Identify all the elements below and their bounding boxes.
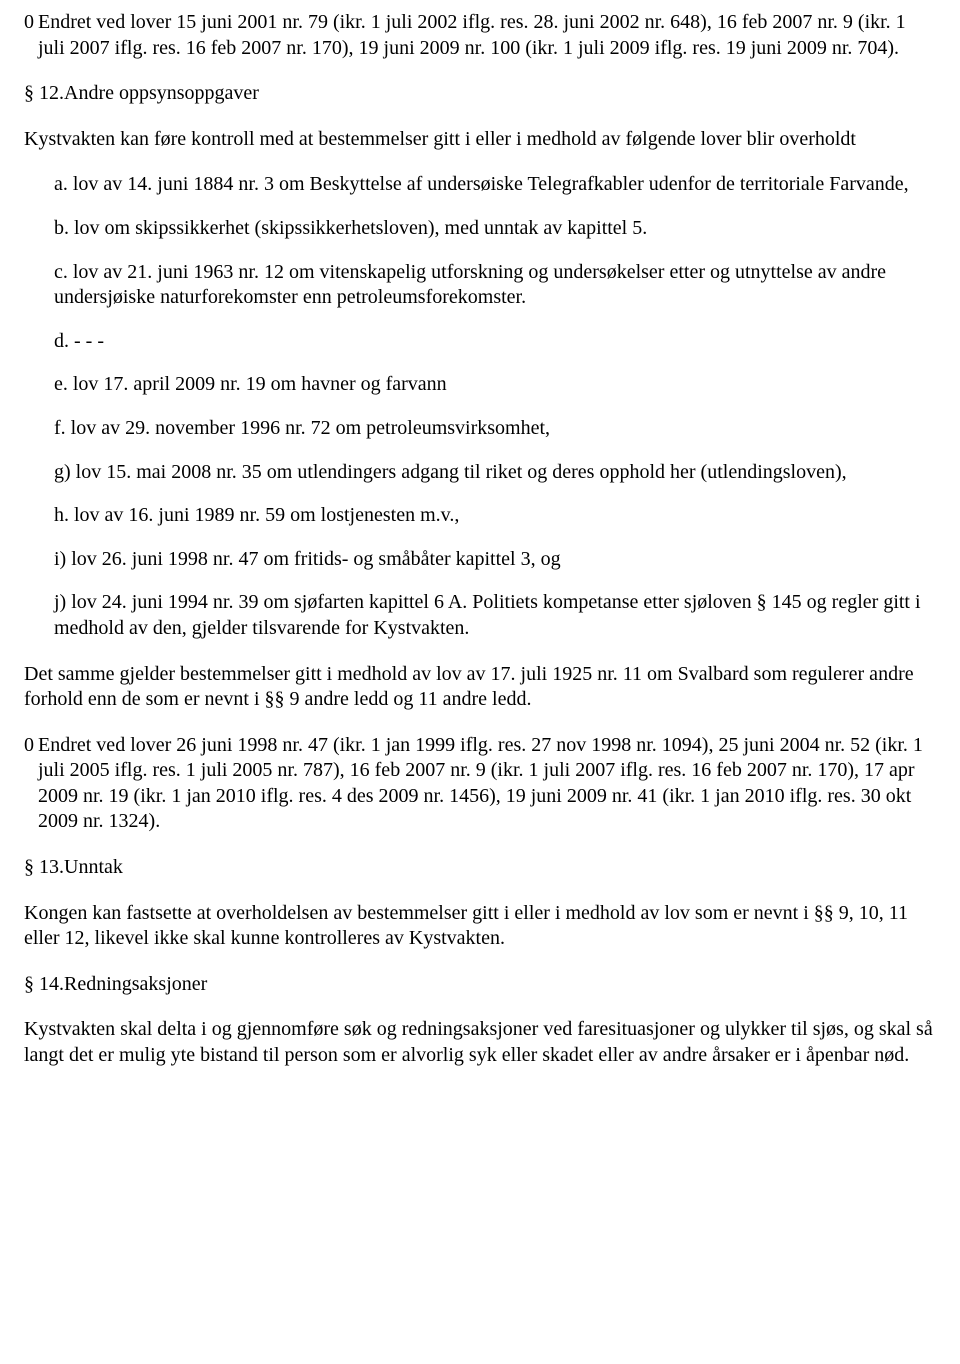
law-list: a. lov av 14. juni 1884 nr. 3 om Beskytt… bbox=[24, 172, 936, 641]
section-14-body: Kystvakten skal delta i og gjennomføre s… bbox=[24, 1017, 936, 1068]
section-12-closing: Det samme gjelder bestemmelser gitt i me… bbox=[24, 662, 936, 713]
list-item: d. - - - bbox=[54, 329, 936, 355]
section-12-heading: § 12.Andre oppsynsoppgaver bbox=[24, 81, 936, 107]
list-item: a. lov av 14. juni 1884 nr. 3 om Beskytt… bbox=[54, 172, 936, 198]
note-text: Endret ved lover 26 juni 1998 nr. 47 (ik… bbox=[38, 733, 928, 835]
amendment-note-2: 0Endret ved lover 26 juni 1998 nr. 47 (i… bbox=[24, 733, 936, 835]
section-12-intro: Kystvakten kan føre kontroll med at best… bbox=[24, 127, 936, 153]
note-marker: 0 bbox=[24, 10, 38, 36]
amendment-note-1: 0Endret ved lover 15 juni 2001 nr. 79 (i… bbox=[24, 10, 936, 61]
list-item: i) lov 26. juni 1998 nr. 47 om fritids- … bbox=[54, 547, 936, 573]
list-item: g) lov 15. mai 2008 nr. 35 om utlendinge… bbox=[54, 460, 936, 486]
list-item: e. lov 17. april 2009 nr. 19 om havner o… bbox=[54, 372, 936, 398]
list-item: j) lov 24. juni 1994 nr. 39 om sjøfarten… bbox=[54, 590, 936, 641]
section-14-heading: § 14.Redningsaksjoner bbox=[24, 972, 936, 998]
list-item: b. lov om skipssikkerhet (skipssikkerhet… bbox=[54, 216, 936, 242]
list-item: f. lov av 29. november 1996 nr. 72 om pe… bbox=[54, 416, 936, 442]
note-text: Endret ved lover 15 juni 2001 nr. 79 (ik… bbox=[38, 10, 928, 61]
note-marker: 0 bbox=[24, 733, 38, 759]
section-13-body: Kongen kan fastsette at overholdelsen av… bbox=[24, 901, 936, 952]
list-item: c. lov av 21. juni 1963 nr. 12 om vitens… bbox=[54, 260, 936, 311]
list-item: h. lov av 16. juni 1989 nr. 59 om lostje… bbox=[54, 503, 936, 529]
section-13-heading: § 13.Unntak bbox=[24, 855, 936, 881]
